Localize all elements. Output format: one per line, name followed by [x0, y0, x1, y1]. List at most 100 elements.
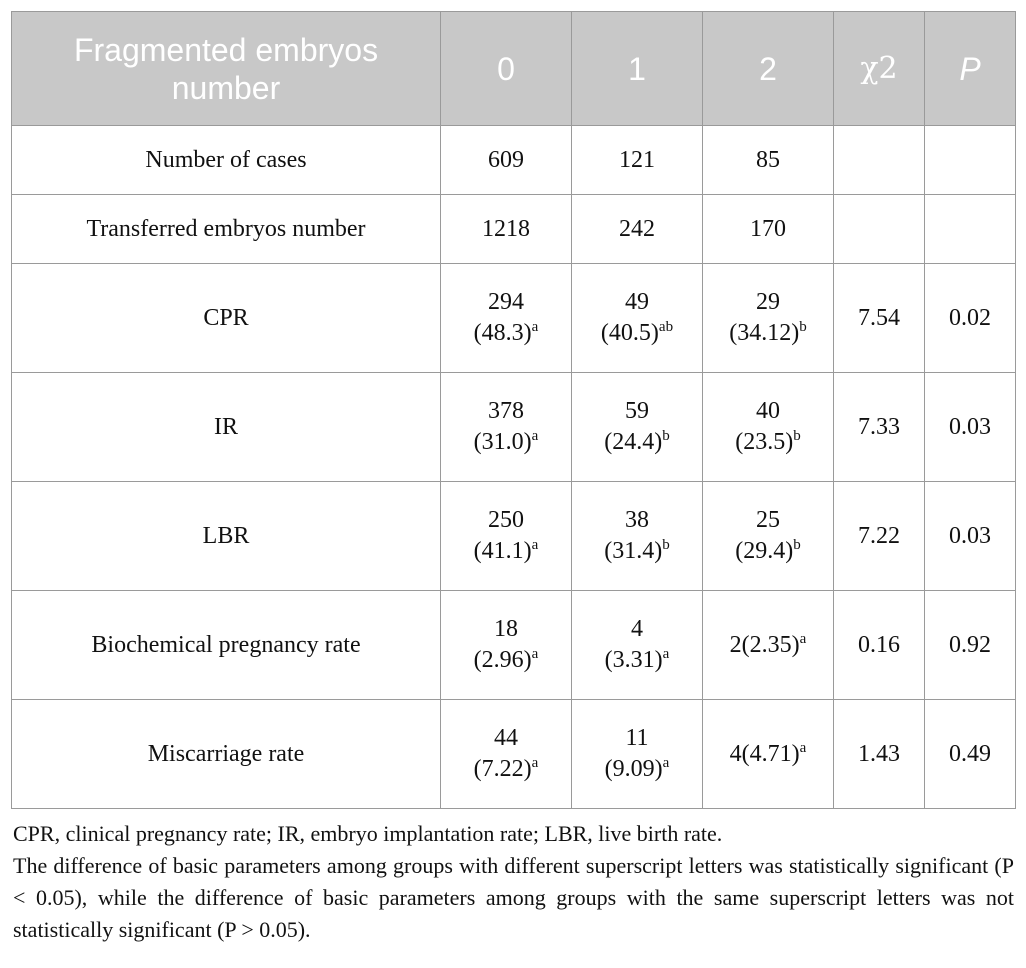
cell-value: 85	[756, 146, 780, 173]
cell-value: 378	[488, 398, 524, 424]
group-2-cell: 40 (23.5)b	[702, 372, 834, 482]
header-chi-square: χ2	[833, 11, 925, 126]
significance-superscript: b	[793, 537, 801, 553]
group-0-cell: 294 (48.3)a	[440, 263, 572, 373]
cell-value: 242	[619, 215, 655, 242]
row-label: CPR	[11, 263, 441, 373]
p-value-cell: 0.03	[924, 372, 1016, 482]
significance-superscript: a	[799, 630, 807, 647]
significance-superscript: a	[799, 739, 807, 756]
cell-value: 4(4.71)	[729, 740, 800, 767]
row-label: Transferred embryos number	[11, 194, 441, 264]
row-label: Number of cases	[11, 125, 441, 195]
header-group-0: 0	[440, 11, 572, 126]
results-table: Fragmented embryos number 0 1 2 χ2 P Num…	[11, 11, 1016, 809]
cell-value: 40	[756, 398, 780, 424]
significance-superscript: a	[531, 646, 539, 662]
row-label: LBR	[11, 481, 441, 591]
p-value-cell: 0.02	[924, 263, 1016, 373]
group-2-cell: 4(4.71)a	[702, 699, 834, 809]
chi-square-cell: 7.33	[833, 372, 925, 482]
significance-superscript: a	[531, 319, 539, 335]
footnote-abbreviations: CPR, clinical pregnancy rate; IR, embryo…	[13, 821, 723, 846]
cell-percentage: (3.31)	[604, 647, 663, 673]
cell-value: 2(2.35)	[729, 631, 800, 658]
group-1-cell: 49 (40.5)ab	[571, 263, 703, 373]
significance-superscript: a	[662, 646, 670, 662]
significance-superscript: b	[662, 428, 670, 444]
header-p-value: P	[924, 11, 1016, 126]
header-fragmented-embryos-number: Fragmented embryos number	[11, 11, 441, 126]
significance-superscript: b	[799, 319, 807, 335]
cell-percentage: (31.4)	[604, 538, 663, 564]
p-value-cell: 0.03	[924, 481, 1016, 591]
cell-value: 170	[750, 215, 786, 242]
cell-value: 11	[625, 725, 649, 751]
cell-value: 29	[756, 289, 780, 315]
cell-value: 4	[631, 616, 643, 642]
group-2-cell: 25 (29.4)b	[702, 481, 834, 591]
significance-superscript: a	[662, 755, 670, 771]
chi-square-cell: 0.16	[833, 590, 925, 700]
group-1-cell: 121	[571, 125, 703, 195]
cell-value: 1218	[482, 215, 530, 242]
table-footnotes: CPR, clinical pregnancy rate; IR, embryo…	[13, 818, 1014, 946]
chi-square-cell	[833, 125, 925, 195]
p-value-cell: 0.92	[924, 590, 1016, 700]
chi-square-cell: 7.54	[833, 263, 925, 373]
chi-square-cell: 1.43	[833, 699, 925, 809]
group-1-cell: 38 (31.4)b	[571, 481, 703, 591]
table-row: CPR 294 (48.3)a 49 (40.5)ab 29 (34.12)b 7.54 0.0…	[11, 263, 1016, 373]
group-2-cell: 170	[702, 194, 834, 264]
table-body: Number of cases 609 121 85 Transferred embry…	[11, 125, 1016, 809]
group-0-cell: 250 (41.1)a	[440, 481, 572, 591]
cell-value: 38	[625, 507, 649, 533]
significance-superscript: b	[662, 537, 670, 553]
header-row: Fragmented embryos number 0 1 2 χ2 P	[11, 11, 1016, 126]
cell-percentage: (24.4)	[604, 429, 663, 455]
cell-percentage: (31.0)	[473, 429, 532, 455]
table-row: Number of cases 609 121 85	[11, 125, 1016, 195]
group-0-cell: 44 (7.22)a	[440, 699, 572, 809]
header-group-1: 1	[571, 11, 703, 126]
footnote-significance: The difference of basic parameters among…	[13, 853, 1014, 942]
group-0-cell: 609	[440, 125, 572, 195]
chi-square-cell	[833, 194, 925, 264]
significance-superscript: a	[531, 755, 539, 771]
cell-percentage: (41.1)	[473, 538, 532, 564]
cell-value: 250	[488, 507, 524, 533]
group-0-cell: 18 (2.96)a	[440, 590, 572, 700]
cell-percentage: (9.09)	[604, 756, 663, 782]
significance-superscript: ab	[658, 319, 674, 335]
cell-value: 18	[494, 616, 518, 642]
header-group-2: 2	[702, 11, 834, 126]
p-value-cell: 0.49	[924, 699, 1016, 809]
group-2-cell: 29 (34.12)b	[702, 263, 834, 373]
group-1-cell: 4 (3.31)a	[571, 590, 703, 700]
cell-percentage: (48.3)	[473, 320, 532, 346]
cell-value: 59	[625, 398, 649, 424]
cell-value: 49	[625, 289, 649, 315]
cell-percentage: (34.12)	[729, 320, 800, 346]
chi-square-cell: 7.22	[833, 481, 925, 591]
cell-percentage: (29.4)	[735, 538, 794, 564]
row-label: IR	[11, 372, 441, 482]
row-label: Biochemical pregnancy rate	[11, 590, 441, 700]
cell-value: 294	[488, 289, 524, 315]
group-0-cell: 1218	[440, 194, 572, 264]
cell-percentage: (7.22)	[473, 756, 532, 782]
significance-superscript: a	[531, 428, 539, 444]
results-table-container: Fragmented embryos number 0 1 2 χ2 P Num…	[11, 11, 1016, 809]
cell-value: 609	[488, 146, 524, 173]
group-1-cell: 242	[571, 194, 703, 264]
p-value-cell	[924, 125, 1016, 195]
table-header: Fragmented embryos number 0 1 2 χ2 P	[11, 11, 1016, 126]
significance-superscript: a	[531, 537, 539, 553]
table-row: Biochemical pregnancy rate 18 (2.96)a 4 (3.3…	[11, 590, 1016, 700]
cell-percentage: (40.5)	[600, 320, 659, 346]
cell-percentage: (23.5)	[735, 429, 794, 455]
row-label: Miscarriage rate	[11, 699, 441, 809]
significance-superscript: b	[793, 428, 801, 444]
group-1-cell: 11 (9.09)a	[571, 699, 703, 809]
group-0-cell: 378 (31.0)a	[440, 372, 572, 482]
